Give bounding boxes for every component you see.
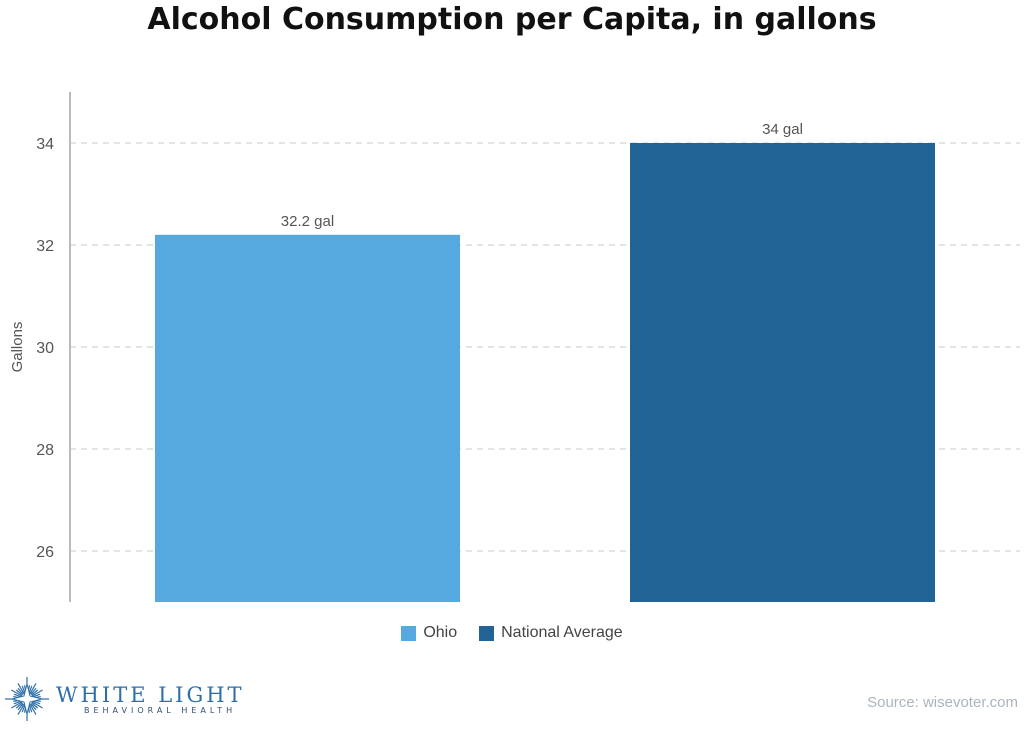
starburst-icon [5,677,49,721]
y-tick-label: 30 [36,340,54,357]
legend-label-ohio: Ohio [423,624,458,641]
bars [155,143,935,603]
source-credit: Source: wisevoter.com [867,694,1018,711]
logo-subtitle: BEHAVIORAL HEALTH [84,705,237,715]
legend-swatch-ohio [401,625,417,641]
legend-item-national-average[interactable]: National Average [479,624,623,642]
logo-title: WHITE LIGHT [56,682,245,707]
legend-label-national-average: National Average [501,624,623,641]
legend: Ohio National Average [0,624,1024,642]
data-label-national-average: 34 gal [762,121,803,138]
y-tick-label: 28 [36,442,54,459]
chart-title: Alcohol Consumption per Capita, in gallo… [147,2,877,37]
brand-logo: WHITE LIGHT BEHAVIORAL HEALTH [4,676,245,722]
legend-swatch-national-average [479,625,495,641]
legend-item-ohio[interactable]: Ohio [401,624,457,642]
bar-ohio[interactable] [155,234,460,603]
data-labels: 32.2 gal 34 gal [281,121,803,230]
y-tick-label: 26 [36,544,54,561]
y-tick-label: 34 [36,136,54,153]
y-axis-label: Gallons [9,322,26,373]
y-tick-label: 32 [36,238,54,255]
bar-national-average[interactable] [630,143,935,602]
data-label-ohio: 32.2 gal [281,213,334,230]
y-axis-ticks: 26 28 30 32 34 [36,136,54,561]
